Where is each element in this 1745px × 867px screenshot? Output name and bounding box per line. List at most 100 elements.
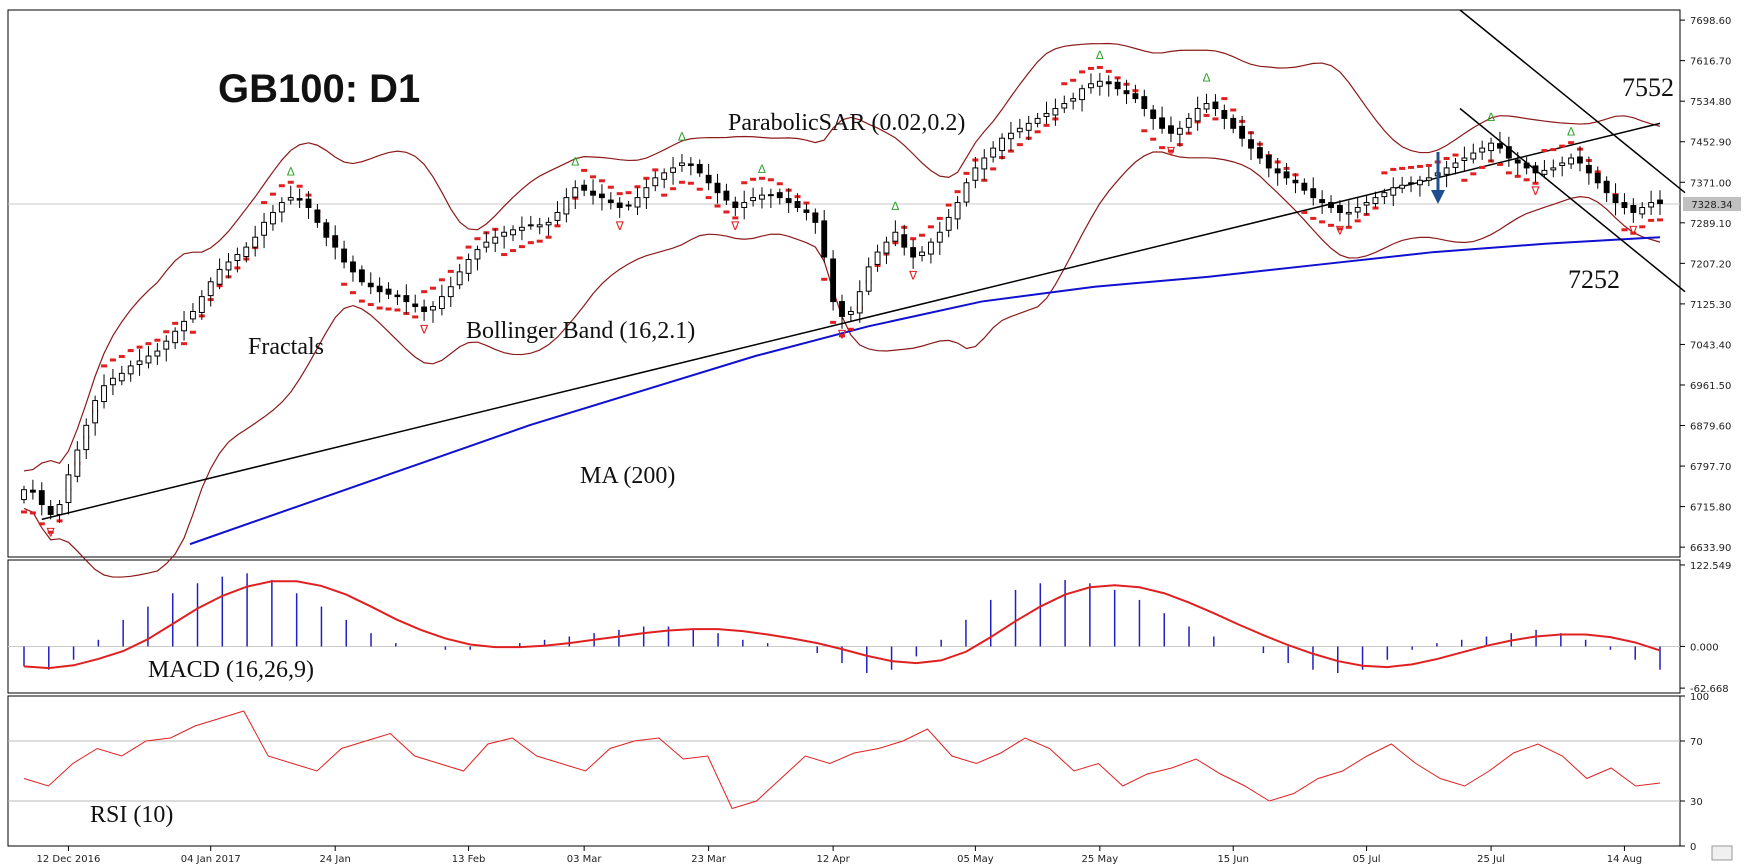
candle xyxy=(430,301,436,323)
x-tick-label: 04 Jan 2017 xyxy=(181,854,241,865)
sar-dot xyxy=(1532,181,1539,185)
sar-dot xyxy=(1505,171,1512,175)
candle xyxy=(1265,151,1272,178)
sar-dot xyxy=(1621,228,1628,232)
parabolic-sar-label: ParabolicSAR (0.02,0.2) xyxy=(728,110,965,136)
sar-dot xyxy=(189,330,196,334)
sar-dot xyxy=(634,185,641,189)
candle xyxy=(625,201,632,211)
candle xyxy=(1176,120,1183,147)
sar-dot xyxy=(38,522,45,526)
candle xyxy=(883,236,890,264)
sar-dot xyxy=(803,201,810,205)
candle xyxy=(927,238,934,264)
candle xyxy=(465,253,472,282)
sar-dot xyxy=(1141,129,1148,133)
sar-dot xyxy=(136,345,143,349)
candle xyxy=(492,228,499,253)
scroll-corner-button[interactable] xyxy=(1711,845,1733,861)
sar-dot xyxy=(358,299,365,303)
candle xyxy=(1577,146,1583,172)
candle xyxy=(1185,112,1192,134)
candle xyxy=(572,180,579,209)
sar-dot xyxy=(919,233,926,237)
x-tick-label: 25 Jul xyxy=(1477,854,1505,865)
rsi-tick-label: 70 xyxy=(1690,737,1703,748)
rsi-panel xyxy=(7,695,1681,847)
sar-dot xyxy=(670,187,677,191)
candle xyxy=(118,365,125,386)
sar-dot xyxy=(1159,146,1166,150)
fractal-down-icon: ∇ xyxy=(837,328,847,342)
candle xyxy=(839,294,845,329)
candle xyxy=(350,255,356,282)
sar-dot xyxy=(163,330,170,334)
sar-dot xyxy=(1639,225,1646,229)
candle xyxy=(234,247,241,273)
sar-dot xyxy=(154,338,161,342)
support-label: 7252 xyxy=(1568,265,1620,294)
sar-dot xyxy=(1381,171,1388,175)
candle xyxy=(1301,178,1308,195)
candle xyxy=(412,294,419,313)
candle xyxy=(270,205,276,231)
candle xyxy=(216,258,223,290)
candle xyxy=(785,188,792,213)
candle xyxy=(527,215,534,230)
sar-dot xyxy=(616,192,623,196)
candle xyxy=(21,485,27,504)
candle xyxy=(1523,157,1530,175)
candle xyxy=(794,193,801,212)
price-tick-label: 7616.70 xyxy=(1690,57,1731,68)
sar-dot xyxy=(1550,148,1557,152)
sar-dot xyxy=(1328,223,1335,227)
sar-dot xyxy=(678,180,685,184)
sar-dot xyxy=(430,286,436,290)
sar-dot xyxy=(598,179,605,183)
candle xyxy=(385,282,392,300)
sar-dot xyxy=(447,269,454,273)
candle xyxy=(252,225,259,257)
bollinger-upper xyxy=(23,42,1661,472)
candle xyxy=(1408,176,1414,193)
price-tick-label: 7534.80 xyxy=(1690,97,1731,108)
candle xyxy=(1034,112,1041,128)
candle xyxy=(696,159,703,177)
trend-lines xyxy=(41,9,1686,521)
candle xyxy=(74,441,81,483)
sar-dot xyxy=(1372,206,1379,210)
sar-dot xyxy=(1496,162,1503,166)
time-axis: 12 Dec 2016 04 Jan 2017 24 Jan 13 Feb 03 Mar… xyxy=(37,846,1642,865)
candle xyxy=(447,276,454,308)
sar-dot xyxy=(607,185,614,189)
candle xyxy=(590,179,596,205)
rsi-line xyxy=(23,710,1661,810)
sar-dot xyxy=(590,175,597,179)
candle xyxy=(65,463,72,515)
sar-dot xyxy=(421,290,428,294)
sar-dot xyxy=(1150,137,1157,141)
sar-dot xyxy=(1105,69,1112,73)
candle xyxy=(643,179,650,209)
candle xyxy=(892,220,899,247)
candle xyxy=(705,163,712,191)
candle xyxy=(1283,162,1290,185)
sar-dot xyxy=(723,210,730,214)
sar-dot xyxy=(830,320,837,324)
candle xyxy=(1061,95,1068,113)
macd-indicator xyxy=(8,573,1680,674)
sar-dot xyxy=(990,167,997,171)
current-price-label: 7328.34 xyxy=(1691,200,1732,211)
candle xyxy=(1381,188,1388,205)
candle xyxy=(1123,79,1130,105)
candle xyxy=(101,374,107,409)
sar-dot xyxy=(1345,225,1352,229)
sar-dot xyxy=(1630,231,1637,235)
channel-top-line xyxy=(1459,9,1686,194)
sar-dot xyxy=(1034,130,1041,134)
sar-dot xyxy=(109,358,116,362)
candle xyxy=(127,360,134,382)
candle xyxy=(1052,98,1059,126)
rsi-axis: 100 70 30 0 xyxy=(8,692,1709,853)
candle xyxy=(847,306,854,321)
